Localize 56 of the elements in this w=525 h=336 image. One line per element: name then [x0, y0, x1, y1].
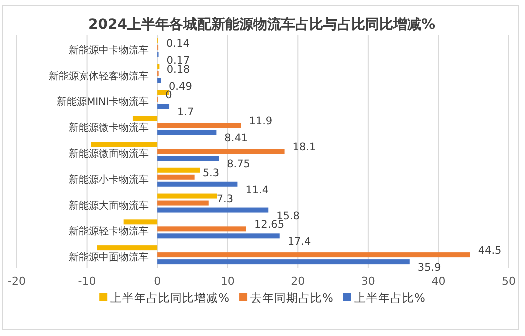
data-label: 0.18: [166, 64, 190, 76]
bar: [158, 234, 280, 239]
bar: [92, 142, 158, 147]
y-tick-label: 新能源微面物流车: [69, 148, 149, 160]
bar: [158, 260, 410, 265]
y-tick-label: 新能源小卡物流车: [69, 174, 149, 186]
bar: [97, 246, 158, 251]
data-label: 11.9: [249, 116, 273, 128]
bar: [158, 123, 242, 128]
bar: [158, 194, 218, 199]
x-tick-label: 50: [502, 275, 516, 288]
data-label: 11.4: [246, 184, 270, 196]
data-label: 18.1: [292, 142, 316, 154]
y-tick-label: 新能源中卡物流车: [69, 44, 149, 56]
bar: [124, 220, 158, 225]
bar: [158, 130, 217, 136]
y-tick-label: 新能源MINI卡物流车: [56, 96, 149, 108]
bar: [158, 252, 470, 258]
bar: [158, 149, 285, 154]
data-label: 7.3: [216, 193, 234, 206]
y-tick-label: 新能源微卡物流车: [69, 122, 149, 134]
data-label: 12.65: [254, 219, 285, 232]
y-tick-label: 新能源轻卡物流车: [69, 226, 149, 238]
bar: [132, 116, 158, 122]
x-tick-label: 20: [291, 275, 306, 288]
y-tick-label: 新能源中面物流车: [69, 252, 149, 264]
x-tick-label: -10: [78, 275, 96, 288]
data-label: 17.4: [288, 236, 312, 248]
x-tick-label: 10: [220, 275, 235, 288]
bar: [158, 208, 269, 213]
y-tick-label: 新能源宽体轻客物流车: [49, 70, 149, 82]
data-label: 5.3: [202, 167, 220, 180]
data-label: 0: [166, 90, 172, 102]
bar: [158, 104, 170, 110]
data-label: 0.14: [166, 38, 190, 50]
bar: [158, 182, 238, 187]
data-label: 1.7: [178, 106, 194, 119]
y-tick-label: 新能源大面物流车: [69, 200, 149, 212]
data-label: 8.75: [227, 158, 250, 170]
bar: [158, 174, 195, 180]
data-label: 35.9: [418, 262, 442, 274]
x-tick-label: 30: [361, 275, 376, 288]
legend-label: 去年同期占比%: [250, 291, 334, 305]
x-tick-label: 0: [154, 275, 162, 288]
legend-label: 上半年占比同比增减%: [110, 291, 230, 305]
data-label: 44.5: [478, 245, 502, 258]
bar: [158, 200, 209, 206]
x-tick-label: -20: [8, 275, 26, 288]
chart-title: 2024上半年各城配新能源物流车占比与占比同比增减%: [88, 16, 436, 33]
bar: [158, 168, 200, 173]
x-tick-label: 40: [432, 275, 446, 288]
bar: [158, 78, 162, 84]
data-label: 8.41: [224, 132, 248, 145]
bar: [158, 156, 220, 161]
bar: [158, 226, 246, 232]
legend-label: 上半年占比%: [354, 291, 426, 305]
